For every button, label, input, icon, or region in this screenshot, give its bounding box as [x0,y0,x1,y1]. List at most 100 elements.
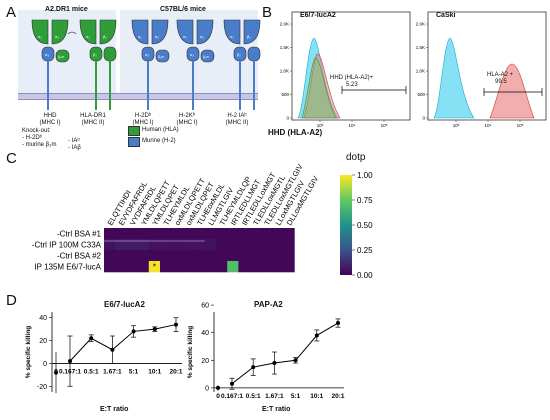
chart-point [174,322,178,327]
domain-label: α₂ [200,34,204,39]
flow-plot-frame [291,11,411,121]
heatmap-cell [193,261,206,273]
heatmap-cell [227,228,239,240]
molecule-2-class: (MHC II) [81,120,105,126]
chart-2-xlabel: E:T ratio [262,406,291,413]
flow-x-tick-label: 10⁵ [381,123,388,128]
chart-point [336,321,340,326]
chart-y-tick-label: 20 [201,358,209,365]
mhc-molecules-diagram: α₁ α₂ α₃ β₂m α₁ β₁ β₂ α₁ α₂ α₃ β₂m α₁ α₂ α₃ β₂m α₁ β₁ β₂ [31,19,261,110]
heatmap-cell [283,228,295,240]
heatmap-cell [238,239,250,251]
heatmap-cell [182,239,194,251]
heatmap-cell [148,250,161,262]
flow-y-tick-label: 500 [417,92,425,97]
colorbar-tick-label: 0.25 [357,246,373,255]
legend-human-label: Human (HLA) [142,127,179,133]
heatmap-cell [126,250,138,262]
heatmap-cell [238,228,250,240]
panel-letter-c: C [6,150,17,167]
histogram-sample [489,63,535,119]
heatmap-cell [216,250,228,262]
chart-x-tick-label: 10:1 [310,393,323,400]
heatmap-row-label: -Ctrl BSA #1 [57,230,102,239]
domain-alpha2-cup [99,19,117,45]
heatmap-cell [283,261,295,273]
heatmap-cell [126,239,138,251]
legend-human-swatch [128,126,140,136]
heatmap-cell [227,239,239,251]
heatmap-cell [160,239,172,251]
chart-x-tick-label: 1.67:1 [265,393,284,400]
panel-letter-b: B [262,4,273,21]
heatmap-cell [204,228,217,240]
domain-label: α₁ [230,34,234,39]
heatmap-cell [249,250,262,262]
molecule-1-name: HHD [43,113,57,119]
heatmap-row-label: IP 135M E6/7-lucA [34,263,101,272]
heatmap-cell [249,261,262,273]
colorbar [340,175,352,275]
domain-alpha1-cup [131,19,149,45]
chart-y-tick-label: 0 [205,385,209,392]
domain-alpha1-cup [223,19,241,45]
chart-point [272,361,277,366]
domain-label: α₁ [183,34,187,39]
heatmap-cell [160,250,172,262]
chart-y-tick-label: 40 [39,315,47,322]
domain-alpha1-cup [31,19,49,45]
heatmap-cell [137,228,150,240]
flow-y-tick-label: 1.5K [280,45,289,50]
heatmap-cell [182,261,194,273]
molecule-3-label: H-2Dᵇ (MHC I) [126,113,160,127]
domain-beta2 [103,46,117,62]
heatmap-cell [115,261,127,273]
heatmap-cell [272,261,284,273]
heatmap-cell [137,261,150,273]
chart-point [89,336,94,341]
domain-b2m [155,49,170,63]
domain-label: α₁ [86,34,90,39]
colorbar-tick-label: 0.50 [357,221,373,230]
heatmap-cell [148,261,161,273]
domain-label: β₂m [203,55,209,59]
molecule-1-label: HHD (MHC I) [35,113,65,127]
linker-icon [67,31,77,35]
flow-y-tick-label: 1.0K [416,69,425,74]
domain-label: β₂ [237,52,241,57]
knockout-item: - IAᵅ [68,138,80,144]
chart-y-label: % specific killing [187,326,194,378]
chart-x-tick-label: 20:1 [169,368,182,375]
flow-y-tick-label: 500 [281,92,289,97]
chart-x-tick-label: 0.5:1 [246,393,261,400]
domain-label: β₂ [93,52,97,57]
histogram-isotype [301,57,337,119]
domain-label: α₃ [145,52,149,57]
histogram-control [433,37,475,119]
chart-x-tick-label: 0.5:1 [84,368,99,375]
domain-label: α₁ [138,34,142,39]
colorbar-title: dotp [346,152,366,163]
flow-plot-2-title: CaSki [436,12,456,19]
molecule-5-label: H-2 IAᵇ (MHC II) [218,113,256,127]
flow-x-tick-label: 10³ [317,123,324,128]
molecule-2-label: HLA-DR1 (MHC II) [76,113,110,127]
heatmap-cell [260,261,273,273]
heatmap-cell [182,228,194,240]
panel-letter-d: D [6,292,17,309]
heatmap-cell [249,239,262,251]
domain-alpha2-cup [243,19,261,45]
flow-cytometry-plots: 2.0K 1.5K 1.0K 500 0 10³ 10⁴ 10⁵ 2.0K 1.5K 1.0K 500… [280,11,547,128]
flow-x-label: HHD (HLA-A2) [268,128,323,137]
heatmap-row-label: -Ctrl IP 100M C33A [32,241,102,250]
heatmap-cell [104,228,116,240]
panel-letter-a: A [6,4,17,21]
heatmap-cell [260,250,273,262]
chart-baseline-point [216,385,220,390]
flow-y-tick-label: 2.0K [280,22,289,27]
chart-y-tick-label: 0 [43,361,47,368]
colorbar-tick-label: 0.75 [357,196,373,205]
chart-point [68,359,72,364]
knockout-col1: - H-2Dᵇ - murine β₂m [22,135,56,149]
legend-murine-swatch [128,137,140,147]
